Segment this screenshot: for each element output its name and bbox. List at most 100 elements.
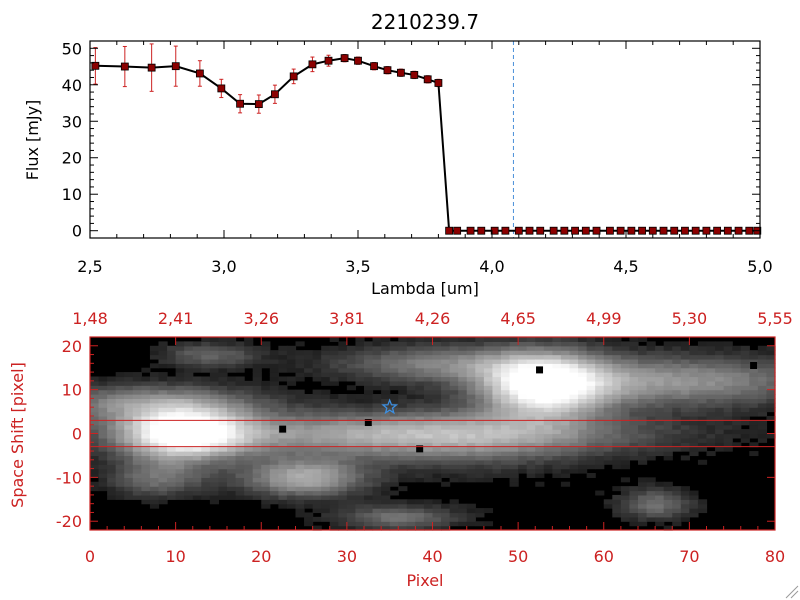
image-pixel: [415, 516, 425, 522]
image-pixel: [501, 437, 511, 443]
image-pixel: [475, 433, 485, 439]
image-pixel: [381, 407, 391, 413]
image-pixel: [509, 411, 519, 417]
image-pixel: [372, 512, 382, 518]
image-pixel: [655, 451, 665, 457]
image-pixel: [415, 394, 425, 400]
image-pixel: [235, 411, 245, 417]
image-pixel: [629, 437, 639, 443]
image-pixel: [406, 472, 416, 478]
image-pixel: [603, 420, 613, 426]
image-pixel: [492, 372, 502, 378]
image-pixel: [535, 459, 545, 465]
image-pixel: [697, 398, 708, 404]
image-pixel: [526, 446, 536, 452]
image-pixel: [90, 402, 100, 408]
image-pixel: [235, 341, 245, 347]
image-pixel: [124, 455, 134, 461]
image-pixel: [518, 345, 528, 351]
resize-grip-icon[interactable]: [785, 585, 799, 599]
image-pixel: [740, 407, 750, 413]
image-pixel: [612, 451, 622, 457]
image-pixel: [475, 429, 485, 435]
image-pixel: [569, 367, 579, 373]
image-pixel: [295, 490, 305, 496]
image-pixel: [90, 468, 100, 474]
image-pixel: [663, 486, 673, 492]
image-pixel: [458, 459, 468, 465]
image-pixel: [115, 380, 125, 386]
image-pixel: [509, 372, 519, 378]
image-pixel: [620, 358, 631, 364]
image-pixel: [620, 494, 631, 500]
image-pixel: [346, 503, 357, 509]
image-pixel: [638, 512, 648, 518]
image-pixel: [466, 420, 476, 426]
image-pixel: [312, 503, 322, 509]
image-pixel: [98, 429, 108, 435]
image-pixel: [535, 424, 545, 430]
image-pixel: [398, 468, 408, 474]
bad-pixel-marker: [364, 419, 372, 427]
image-pixel: [115, 472, 125, 478]
image-pixel: [663, 499, 673, 505]
image-pixel: [569, 455, 579, 461]
image-pixel: [415, 442, 425, 448]
image-pixel: [286, 394, 297, 400]
image-pixel: [355, 521, 365, 527]
image-pixel: [218, 363, 228, 369]
image-pixel: [655, 411, 665, 417]
image-pixel: [244, 350, 254, 356]
image-pixel: [432, 512, 442, 518]
image-pixel: [346, 363, 357, 369]
image-pixel: [381, 477, 391, 483]
image-pixel: [364, 402, 374, 408]
image-pixel: [655, 385, 665, 391]
image-pixel: [578, 437, 588, 443]
image-pixel: [535, 442, 545, 448]
image-pixel: [535, 468, 545, 474]
image-pixel: [132, 389, 142, 395]
image-pixel: [201, 468, 211, 474]
image-pixel: [501, 385, 511, 391]
image-pixel: [184, 341, 194, 347]
image-pixel: [364, 503, 374, 509]
image-pixel: [218, 464, 228, 470]
image-pixel: [655, 398, 665, 404]
image-pixel: [458, 345, 468, 351]
image-pixel: [757, 367, 768, 373]
image-pixel: [381, 420, 391, 426]
image-pixel: [406, 345, 416, 351]
image-pixel: [757, 407, 768, 413]
image-pixel: [509, 477, 519, 483]
image-pixel: [458, 472, 468, 478]
image-pixel: [244, 354, 254, 360]
image-pixel: [432, 477, 442, 483]
image-pixel: [415, 472, 425, 478]
image-pixel: [355, 494, 365, 500]
image-pixel: [389, 451, 399, 457]
image-pixel: [629, 337, 639, 342]
image-pixel: [672, 494, 682, 500]
image-pixel: [638, 385, 648, 391]
flux-point: [681, 226, 689, 235]
image-pixel: [295, 455, 305, 461]
image-pixel: [261, 411, 271, 417]
image-pixel: [552, 389, 562, 395]
image-pixel: [261, 503, 271, 509]
image-pixel: [158, 481, 168, 487]
image-pixel: [372, 341, 382, 347]
image-pixel: [372, 490, 382, 496]
image-pixel: [578, 451, 588, 457]
image-pixel: [201, 398, 211, 404]
image-pixel: [158, 350, 168, 356]
image-pixel: [646, 363, 656, 369]
image-pixel: [90, 446, 100, 452]
image-pixel: [132, 380, 142, 386]
image-pixel: [244, 481, 254, 487]
image-pixel: [286, 437, 297, 443]
image-pixel: [201, 472, 211, 478]
image-pixel: [235, 407, 245, 413]
image-pixel: [432, 341, 442, 347]
image-pixel: [423, 503, 434, 509]
